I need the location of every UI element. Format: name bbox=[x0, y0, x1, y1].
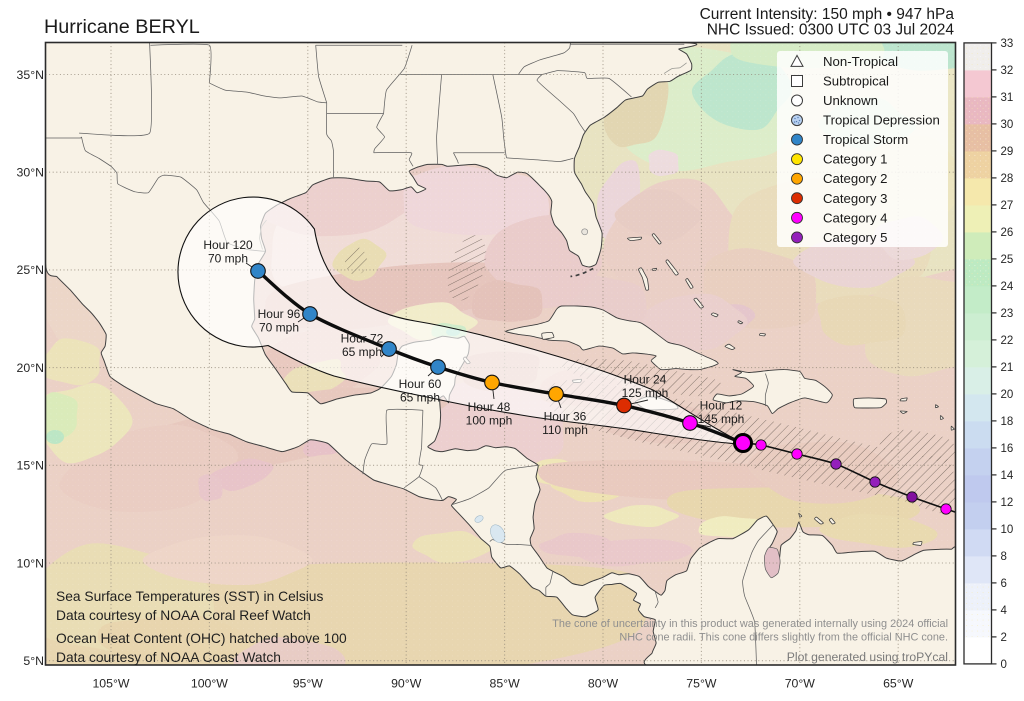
svg-text:125 mph: 125 mph bbox=[622, 386, 669, 400]
svg-text:65 mph: 65 mph bbox=[342, 345, 382, 359]
svg-text:70°W: 70°W bbox=[785, 677, 816, 691]
svg-text:33: 33 bbox=[1001, 38, 1014, 50]
svg-text:15°N: 15°N bbox=[17, 459, 44, 473]
svg-text:12: 12 bbox=[1001, 497, 1014, 509]
svg-text:70 mph: 70 mph bbox=[208, 252, 248, 266]
svg-text:10°N: 10°N bbox=[17, 556, 44, 570]
svg-text:Category 5: Category 5 bbox=[823, 230, 888, 245]
svg-text:24: 24 bbox=[1001, 281, 1014, 293]
svg-text:Unknown: Unknown bbox=[823, 93, 878, 108]
svg-text:14: 14 bbox=[1001, 470, 1014, 482]
svg-text:5°N: 5°N bbox=[23, 654, 44, 668]
svg-text:65 mph: 65 mph bbox=[400, 391, 440, 405]
svg-text:Ocean Heat Content (OHC) hatch: Ocean Heat Content (OHC) hatched above 1… bbox=[56, 631, 347, 646]
svg-text:Hour 72: Hour 72 bbox=[341, 332, 384, 346]
svg-text:85°W: 85°W bbox=[489, 677, 520, 691]
svg-text:Data courtesy of NOAA Coral Re: Data courtesy of NOAA Coral Reef Watch bbox=[56, 608, 311, 623]
svg-text:0: 0 bbox=[1001, 659, 1007, 671]
svg-text:100°W: 100°W bbox=[191, 677, 228, 691]
svg-text:Category 1: Category 1 bbox=[823, 152, 888, 167]
svg-text:35°N: 35°N bbox=[17, 68, 44, 82]
svg-text:10: 10 bbox=[1001, 524, 1014, 536]
svg-text:20: 20 bbox=[1001, 389, 1014, 401]
svg-text:NHC Issued: 0300 UTC 03 Jul 20: NHC Issued: 0300 UTC 03 Jul 2024 bbox=[707, 22, 955, 39]
svg-text:16: 16 bbox=[1001, 443, 1014, 455]
svg-text:Hour 12: Hour 12 bbox=[700, 399, 743, 413]
svg-text:100 mph: 100 mph bbox=[466, 414, 513, 428]
svg-text:27: 27 bbox=[1001, 200, 1014, 212]
svg-text:90°W: 90°W bbox=[391, 677, 422, 691]
svg-text:80°W: 80°W bbox=[588, 677, 619, 691]
svg-text:20°N: 20°N bbox=[17, 361, 44, 375]
svg-text:29: 29 bbox=[1001, 146, 1014, 158]
svg-text:Tropical Depression: Tropical Depression bbox=[823, 113, 940, 128]
svg-text:The cone of uncertainty in thi: The cone of uncertainty in this product … bbox=[552, 618, 948, 630]
svg-text:Data courtesy of NOAA Coast Wa: Data courtesy of NOAA Coast Watch bbox=[56, 650, 281, 665]
svg-text:95°W: 95°W bbox=[293, 677, 324, 691]
svg-text:Subtropical: Subtropical bbox=[823, 74, 889, 89]
svg-text:Tropical Storm: Tropical Storm bbox=[823, 132, 908, 147]
svg-text:25°N: 25°N bbox=[17, 263, 44, 277]
svg-text:6: 6 bbox=[1001, 578, 1007, 590]
svg-text:31: 31 bbox=[1001, 92, 1014, 104]
svg-text:Hour 24: Hour 24 bbox=[624, 373, 667, 387]
svg-text:23: 23 bbox=[1001, 308, 1014, 320]
svg-text:Current Intensity: 150 mph • 9: Current Intensity: 150 mph • 947 hPa bbox=[700, 6, 955, 23]
svg-text:75°W: 75°W bbox=[686, 677, 717, 691]
svg-text:25: 25 bbox=[1001, 254, 1014, 266]
svg-text:105°W: 105°W bbox=[92, 677, 129, 691]
svg-text:Hour 48: Hour 48 bbox=[468, 400, 511, 414]
svg-text:18: 18 bbox=[1001, 416, 1014, 428]
svg-text:NHC cone radii. This cone diff: NHC cone radii. This cone differs slight… bbox=[619, 632, 948, 644]
svg-text:Category 4: Category 4 bbox=[823, 210, 888, 225]
svg-text:30°N: 30°N bbox=[17, 166, 44, 180]
svg-text:Non-Tropical: Non-Tropical bbox=[823, 54, 898, 69]
svg-text:Category 2: Category 2 bbox=[823, 171, 888, 186]
svg-text:22: 22 bbox=[1001, 335, 1014, 347]
svg-text:8: 8 bbox=[1001, 551, 1007, 563]
svg-text:30: 30 bbox=[1001, 119, 1014, 131]
svg-text:Sea Surface Temperatures (SST): Sea Surface Temperatures (SST) in Celsiu… bbox=[56, 589, 323, 604]
svg-text:Hurricane BERYL: Hurricane BERYL bbox=[44, 16, 200, 38]
svg-text:Hour 36: Hour 36 bbox=[544, 410, 587, 424]
svg-text:2: 2 bbox=[1001, 632, 1007, 644]
svg-text:32: 32 bbox=[1001, 65, 1014, 77]
svg-text:65°W: 65°W bbox=[883, 677, 914, 691]
svg-text:110 mph: 110 mph bbox=[542, 423, 588, 437]
svg-text:28: 28 bbox=[1001, 173, 1014, 185]
svg-text:Hour 120: Hour 120 bbox=[203, 238, 253, 252]
svg-text:21: 21 bbox=[1001, 362, 1014, 374]
svg-text:Hour 60: Hour 60 bbox=[399, 377, 442, 391]
svg-text:Plot generated using troPYcal: Plot generated using troPYcal bbox=[787, 650, 948, 664]
svg-text:145 mph: 145 mph bbox=[698, 412, 745, 426]
svg-text:4: 4 bbox=[1001, 605, 1008, 617]
svg-text:70 mph: 70 mph bbox=[259, 321, 299, 335]
svg-text:26: 26 bbox=[1001, 227, 1014, 239]
svg-text:Hour 96: Hour 96 bbox=[258, 307, 301, 321]
svg-text:Category 3: Category 3 bbox=[823, 191, 888, 206]
